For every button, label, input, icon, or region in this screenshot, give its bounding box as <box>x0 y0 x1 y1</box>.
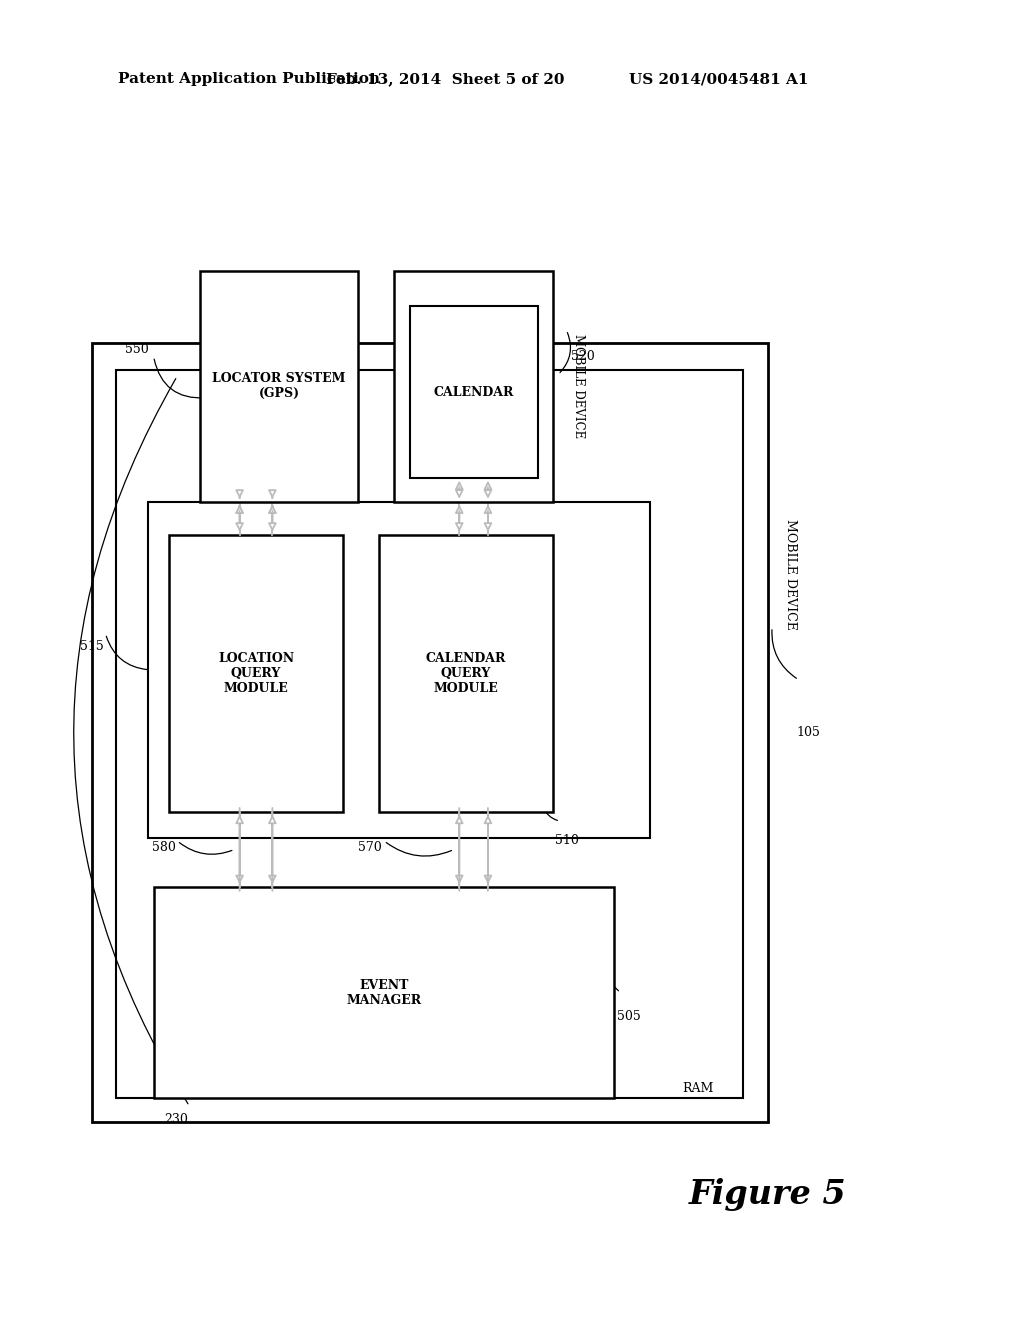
Text: CALENDAR: CALENDAR <box>433 385 514 399</box>
Text: 515: 515 <box>80 640 103 653</box>
Text: RAM: RAM <box>682 1082 714 1096</box>
Text: 520: 520 <box>571 350 595 363</box>
Text: 230: 230 <box>164 1113 187 1126</box>
Text: 580: 580 <box>152 841 175 854</box>
Text: Patent Application Publication: Patent Application Publication <box>118 73 380 86</box>
Text: US 2014/0045481 A1: US 2014/0045481 A1 <box>630 73 809 86</box>
Text: LOCATOR SYSTEM
(GPS): LOCATOR SYSTEM (GPS) <box>212 372 346 400</box>
Text: MOBILE DEVICE: MOBILE DEVICE <box>572 334 585 438</box>
Text: 505: 505 <box>617 1010 641 1023</box>
Text: MOBILE DEVICE: MOBILE DEVICE <box>784 519 797 630</box>
Bar <box>154 887 614 1098</box>
Bar <box>410 306 538 478</box>
Text: CALENDAR
QUERY
MODULE: CALENDAR QUERY MODULE <box>426 652 506 694</box>
Bar <box>92 343 768 1122</box>
Bar <box>200 271 358 502</box>
Text: 570: 570 <box>358 841 382 854</box>
Text: EVENT
MANAGER: EVENT MANAGER <box>346 978 422 1007</box>
Text: Figure 5: Figure 5 <box>689 1177 847 1212</box>
Bar <box>379 535 553 812</box>
Bar <box>148 502 650 838</box>
Bar <box>116 370 743 1098</box>
Text: 510: 510 <box>555 834 579 847</box>
Text: LOCATION
QUERY
MODULE: LOCATION QUERY MODULE <box>218 652 294 694</box>
Bar <box>169 535 343 812</box>
Text: Feb. 13, 2014  Sheet 5 of 20: Feb. 13, 2014 Sheet 5 of 20 <box>327 73 564 86</box>
Text: 105: 105 <box>797 726 820 739</box>
Text: 550: 550 <box>125 343 148 356</box>
Bar <box>394 271 553 502</box>
